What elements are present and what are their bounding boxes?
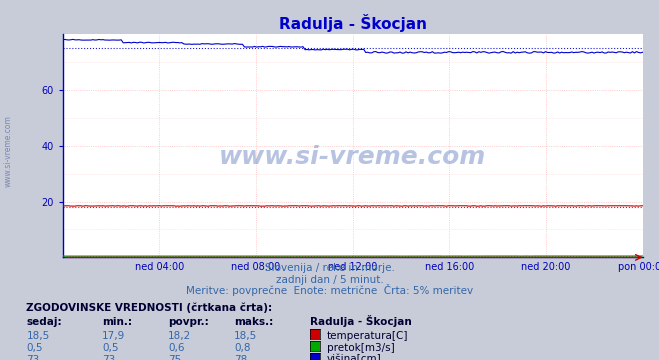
Title: Radulja - Škocjan: Radulja - Škocjan — [279, 14, 426, 32]
Text: 0,6: 0,6 — [168, 343, 185, 353]
Text: zadnji dan / 5 minut.: zadnji dan / 5 minut. — [275, 275, 384, 285]
Text: 18,2: 18,2 — [168, 331, 191, 341]
Text: 0,5: 0,5 — [102, 343, 119, 353]
Text: Slovenija / reke in morje.: Slovenija / reke in morje. — [264, 263, 395, 273]
Text: 0,8: 0,8 — [234, 343, 250, 353]
Text: 73: 73 — [26, 355, 40, 360]
Text: višina[cm]: višina[cm] — [327, 354, 382, 360]
Text: 75: 75 — [168, 355, 181, 360]
Text: www.si-vreme.com: www.si-vreme.com — [4, 115, 13, 187]
Text: pretok[m3/s]: pretok[m3/s] — [327, 343, 395, 353]
Text: min.:: min.: — [102, 317, 132, 327]
Text: 18,5: 18,5 — [26, 331, 49, 341]
Text: ZGODOVINSKE VREDNOSTI (črtkana črta):: ZGODOVINSKE VREDNOSTI (črtkana črta): — [26, 303, 272, 314]
Text: 0,5: 0,5 — [26, 343, 43, 353]
Text: 73: 73 — [102, 355, 115, 360]
Text: 18,5: 18,5 — [234, 331, 257, 341]
Text: www.si-vreme.com: www.si-vreme.com — [219, 145, 486, 169]
Text: 17,9: 17,9 — [102, 331, 125, 341]
Text: 78: 78 — [234, 355, 247, 360]
Text: temperatura[C]: temperatura[C] — [327, 331, 409, 341]
Text: povpr.:: povpr.: — [168, 317, 209, 327]
Text: Meritve: povprečne  Enote: metrične  Črta: 5% meritev: Meritve: povprečne Enote: metrične Črta:… — [186, 284, 473, 297]
Text: Radulja - Škocjan: Radulja - Škocjan — [310, 315, 411, 327]
Text: maks.:: maks.: — [234, 317, 273, 327]
Text: sedaj:: sedaj: — [26, 317, 62, 327]
